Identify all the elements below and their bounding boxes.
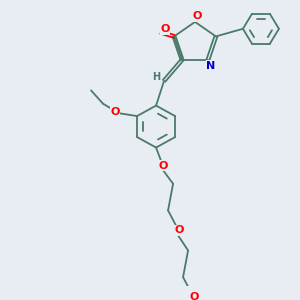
Text: O: O: [160, 24, 170, 34]
Text: O: O: [174, 225, 184, 236]
Text: O: O: [189, 292, 199, 300]
Text: H: H: [152, 72, 160, 82]
Text: N: N: [206, 61, 216, 70]
Text: O: O: [110, 107, 120, 117]
Text: O: O: [192, 11, 202, 21]
Text: O: O: [158, 160, 168, 171]
